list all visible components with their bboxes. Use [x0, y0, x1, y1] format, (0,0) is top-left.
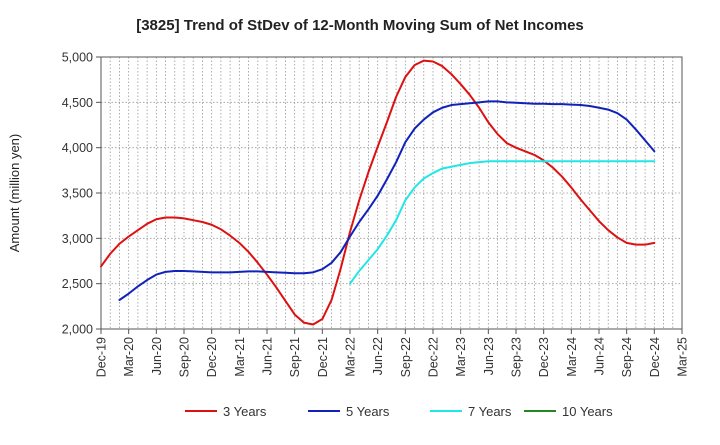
x-tick-label: Jun-22 [371, 337, 385, 375]
x-tick-label: Dec-23 [537, 337, 551, 377]
chart-title: [3825] Trend of StDev of 12-Month Moving… [136, 17, 584, 34]
x-tick-label: Mar-22 [344, 337, 358, 377]
x-tick-label: Mar-24 [565, 337, 579, 377]
x-tick-label: Mar-23 [454, 337, 468, 377]
legend-label-1: 3 Years [223, 404, 267, 419]
x-tick-label: Jun-23 [482, 337, 496, 375]
x-tick-label: Mar-21 [233, 337, 247, 377]
y-axis-label: Amount (million yen) [7, 134, 22, 253]
series-line-2 [118, 100, 656, 301]
y-tick-label: 4,500 [62, 96, 93, 110]
y-tick-label: 4,000 [62, 141, 93, 155]
y-tick-label: 2,000 [62, 323, 93, 337]
x-tick-label: Sep-21 [288, 337, 302, 377]
x-tick-label: Sep-20 [178, 337, 192, 377]
y-tick-label: 3,000 [62, 232, 93, 246]
x-tick-label: Jun-20 [150, 337, 164, 375]
x-tick-label: Dec-21 [316, 337, 330, 377]
legend-label-4: 10 Years [562, 404, 613, 419]
y-tick-label: 3,500 [62, 187, 93, 201]
x-tick-label: Dec-19 [95, 337, 109, 377]
x-tick-label: Jun-24 [593, 337, 607, 375]
x-tick-label: Mar-25 [676, 337, 690, 377]
x-tick-label: Sep-22 [399, 337, 413, 377]
legend-label-2: 5 Years [346, 404, 390, 419]
x-tick-label: Jun-21 [261, 337, 275, 375]
legend-label-3: 7 Years [468, 404, 512, 419]
x-tick-label: Dec-20 [205, 337, 219, 377]
x-tick-label: Mar-20 [122, 337, 136, 377]
x-tick-label: Sep-23 [510, 337, 524, 377]
series-line-1 [100, 59, 656, 326]
x-tick-label: Dec-24 [648, 337, 662, 377]
legend: 3 Years 5 Years 7 Years 10 Years [185, 404, 613, 419]
plot-area: 2,000 2,500 3,000 3,500 4,000 4,500 5,000 Dec-1… [62, 51, 690, 378]
y-tick-label: 5,000 [62, 51, 93, 65]
x-tick-label: Sep-24 [620, 337, 634, 377]
x-tick-label: Dec-22 [427, 337, 441, 377]
y-tick-label: 2,500 [62, 277, 93, 291]
series-line-3 [349, 160, 656, 285]
